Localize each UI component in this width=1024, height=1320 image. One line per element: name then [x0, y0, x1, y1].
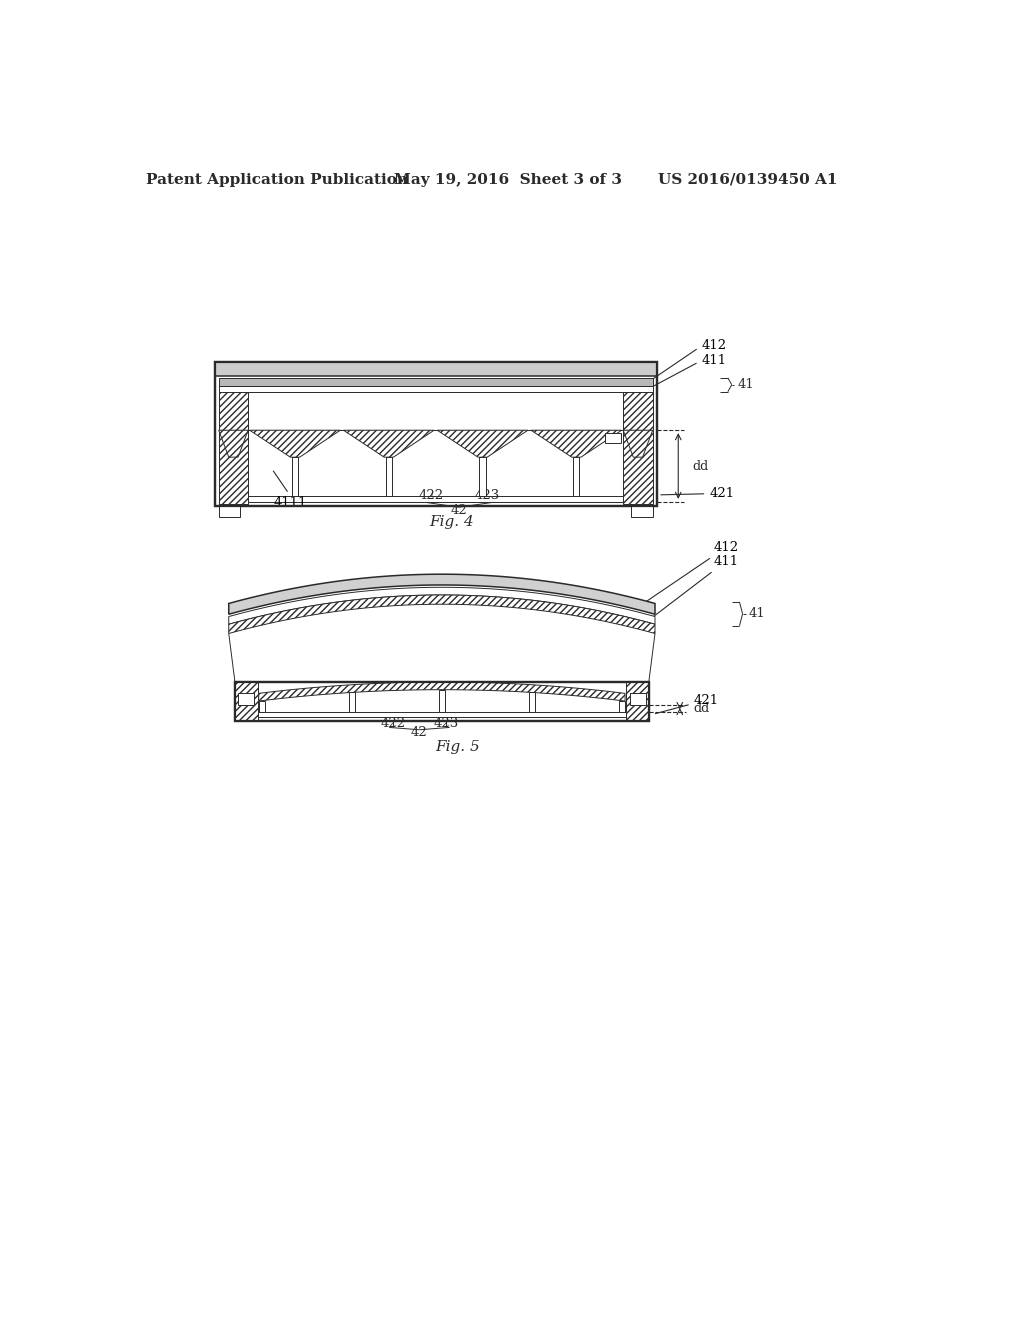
Text: 41: 41	[737, 379, 754, 391]
Bar	[219, 378, 652, 385]
Text: 41: 41	[749, 607, 766, 620]
Bar	[248, 392, 624, 430]
Text: Patent Application Publication: Patent Application Publication	[145, 173, 408, 187]
Text: 42: 42	[411, 726, 428, 739]
Bar	[215, 363, 656, 376]
Bar	[219, 502, 241, 517]
Bar	[528, 693, 535, 711]
Bar	[215, 363, 656, 507]
Bar	[479, 457, 485, 496]
Polygon shape	[228, 574, 655, 614]
Text: 412: 412	[651, 339, 727, 380]
Bar	[259, 701, 265, 711]
Text: 422: 422	[419, 490, 443, 502]
Bar	[618, 701, 625, 711]
Text: 411: 411	[651, 354, 727, 387]
Polygon shape	[259, 682, 625, 701]
Polygon shape	[250, 430, 340, 457]
Bar	[219, 392, 248, 430]
Text: 411: 411	[645, 554, 738, 623]
Bar	[234, 682, 649, 721]
Text: 423: 423	[433, 717, 459, 730]
Bar	[626, 682, 649, 721]
Bar	[215, 363, 656, 507]
Text: 421: 421	[655, 693, 719, 714]
Bar	[234, 682, 649, 721]
Bar	[219, 385, 652, 392]
Text: dd: dd	[692, 459, 709, 473]
Bar	[624, 430, 652, 504]
Text: dd: dd	[693, 702, 710, 715]
Text: 42: 42	[451, 504, 468, 517]
Text: 423: 423	[474, 490, 500, 502]
Bar	[238, 693, 254, 705]
Polygon shape	[219, 430, 248, 457]
Bar	[624, 392, 652, 430]
Bar	[219, 496, 652, 502]
Bar	[605, 433, 621, 444]
Text: Fig. 4: Fig. 4	[429, 515, 473, 529]
Bar	[386, 457, 392, 496]
Bar	[219, 430, 248, 504]
Polygon shape	[624, 430, 652, 457]
Polygon shape	[228, 587, 655, 624]
Bar	[292, 457, 298, 496]
Bar	[573, 457, 580, 496]
Text: 4111: 4111	[273, 471, 307, 510]
Text: May 19, 2016  Sheet 3 of 3: May 19, 2016 Sheet 3 of 3	[394, 173, 622, 187]
Bar	[234, 682, 258, 721]
Polygon shape	[437, 430, 528, 457]
Polygon shape	[531, 430, 622, 457]
Bar	[258, 711, 626, 718]
Bar	[630, 693, 646, 705]
Text: Fig. 5: Fig. 5	[435, 739, 480, 754]
Text: 412: 412	[646, 541, 738, 602]
Bar	[438, 690, 445, 711]
Text: US 2016/0139450 A1: US 2016/0139450 A1	[658, 173, 838, 187]
Text: 422: 422	[381, 717, 406, 730]
Bar	[631, 502, 652, 517]
Polygon shape	[343, 430, 434, 457]
Text: 421: 421	[660, 487, 734, 500]
Polygon shape	[228, 595, 655, 634]
Bar	[349, 693, 355, 711]
